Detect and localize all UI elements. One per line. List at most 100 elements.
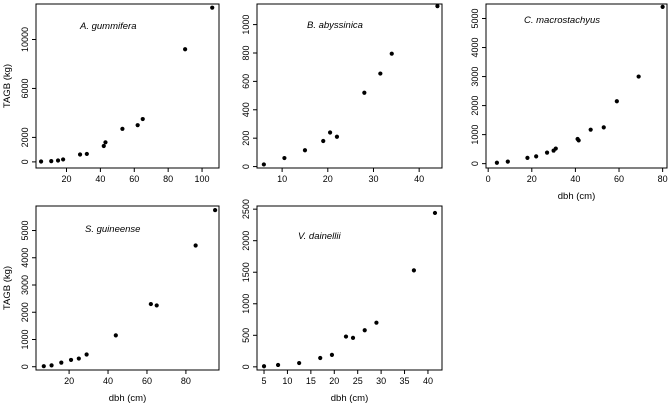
data-point [49, 159, 54, 164]
x-tick-label: 30 [376, 376, 386, 386]
plot-frame [256, 3, 443, 169]
data-point [213, 207, 218, 213]
x-tick-label: 40 [423, 376, 433, 386]
x-tick-label: 80 [163, 174, 173, 184]
data-point [55, 158, 61, 163]
y-tick-label: 1000 [241, 15, 251, 35]
plot-frame [35, 3, 220, 169]
plot-frame [485, 3, 668, 169]
y-tick-label: 1500 [241, 262, 251, 282]
y-tick-label: 2500 [241, 199, 251, 219]
y-tick-label: 0 [470, 161, 480, 166]
x-tick-label: 20 [61, 174, 71, 184]
x-tick-label: 100 [195, 174, 210, 184]
x-tick-label: 80 [181, 376, 191, 386]
data-point [411, 268, 416, 273]
y-tick-label: 800 [241, 45, 251, 60]
x-tick-label: 35 [400, 376, 410, 386]
y-tick-label: 2000 [470, 96, 480, 116]
x-tick-label: 25 [353, 376, 363, 386]
x-tick-label: 20 [329, 376, 339, 386]
y-tick-label: 1000 [241, 294, 251, 314]
data-point [525, 155, 530, 160]
data-point [435, 4, 440, 9]
panel-title: V. dainellii [298, 231, 341, 242]
panel-title: A. gummifera [79, 21, 137, 32]
y-tick-label: 500 [241, 328, 251, 343]
y-tick-label: 0 [20, 364, 30, 369]
x-tick-label: 5 [262, 376, 267, 386]
data-point [588, 127, 593, 132]
x-tick-label: 80 [658, 174, 668, 184]
y-tick-label: 2000 [241, 231, 251, 251]
plot-frame [256, 205, 443, 371]
panel-4: 20 40 60 80 0 1000 2000 3000 4000 5000 S. guineens… [2, 205, 220, 404]
data-point [49, 363, 54, 368]
y-tick-label: 4000 [20, 248, 30, 268]
y-tick-label: 0 [241, 164, 251, 169]
y-tick-label: 4000 [470, 38, 480, 58]
data-point [275, 362, 281, 368]
data-point [76, 356, 81, 361]
y-tick-label: 200 [241, 131, 251, 146]
x-tick-label: 60 [142, 376, 152, 386]
y-axis-label: TAGB (kg) [2, 64, 13, 108]
y-tick-label: 600 [241, 74, 251, 89]
data-point [505, 159, 510, 164]
data-point [302, 148, 308, 153]
data-point [334, 134, 340, 139]
x-tick-label: 40 [570, 174, 580, 184]
data-point [544, 150, 550, 155]
panel-5: 5 10 15 20 25 30 35 40 0 500 1000 1500 2000 2500 V. da… [241, 199, 443, 404]
y-tick-label: 10000 [20, 27, 30, 52]
data-point [374, 320, 379, 325]
x-tick-label: 20 [64, 376, 74, 386]
data-point [576, 138, 581, 143]
data-point [318, 355, 323, 361]
data-point [660, 4, 665, 10]
data-point [327, 130, 333, 135]
panel-title: S. guineense [85, 224, 140, 235]
y-tick-label: 5000 [20, 221, 30, 241]
data-point [148, 301, 153, 307]
x-tick-label: 0 [486, 174, 491, 184]
data-point [601, 125, 606, 130]
y-tick-label: 1000 [470, 125, 480, 145]
data-point [343, 334, 349, 339]
data-point [378, 71, 383, 76]
data-point [210, 5, 215, 10]
data-point [68, 357, 74, 363]
data-point [636, 74, 641, 79]
data-point [135, 123, 140, 128]
x-tick-label: 60 [129, 174, 139, 184]
y-tick-label: 0 [20, 159, 30, 164]
panel-3: 0 20 40 60 80 0 1000 2000 3000 4000 5000 C. macrost… [470, 3, 668, 202]
data-point [183, 47, 188, 52]
data-point [84, 352, 89, 357]
data-point [59, 360, 64, 365]
panel-1: 20 40 60 80 100 0 2000 6000 10000 A. gummifera TAG… [2, 3, 220, 184]
x-tick-label: 40 [414, 174, 424, 184]
data-point [101, 143, 106, 149]
x-tick-label: 30 [368, 174, 378, 184]
data-point [389, 51, 394, 56]
data-point [350, 335, 356, 340]
x-tick-label: 40 [95, 174, 105, 184]
x-tick-label: 40 [103, 376, 113, 386]
data-point [140, 116, 145, 122]
data-point [494, 160, 500, 165]
data-point [193, 243, 198, 248]
data-point [329, 352, 335, 357]
x-tick-label: 10 [282, 376, 292, 386]
data-point [261, 364, 267, 369]
y-axis-label: TAGB (kg) [2, 266, 13, 310]
data-point [362, 90, 367, 95]
y-tick-label: 400 [241, 102, 251, 117]
data-point [362, 328, 367, 333]
data-point [77, 152, 83, 157]
y-tick-label: 3000 [470, 67, 480, 87]
x-tick-label: 10 [277, 174, 287, 184]
data-point [282, 155, 287, 161]
